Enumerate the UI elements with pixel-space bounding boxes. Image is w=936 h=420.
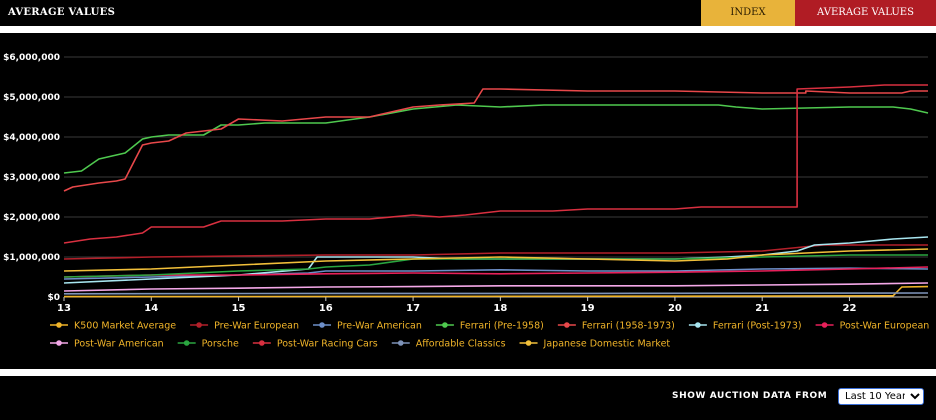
- legend-label[interactable]: Post-War Racing Cars: [277, 339, 378, 350]
- legend-label[interactable]: K500 Market Average: [74, 321, 176, 332]
- y-tick-label: $5,000,000: [3, 93, 60, 103]
- legend-swatch-dot: [319, 322, 325, 328]
- x-tick-label: 18: [493, 303, 507, 314]
- x-tick-label: 15: [232, 303, 246, 314]
- legend-label[interactable]: Porsche: [202, 339, 239, 350]
- series-line[interactable]: [63, 104, 929, 174]
- x-tick-label: 17: [406, 303, 420, 314]
- y-tick-label: $0: [47, 293, 60, 303]
- legend-label[interactable]: Pre-War American: [337, 321, 422, 332]
- page-title: AVERAGE VALUES: [8, 7, 116, 18]
- series-line[interactable]: [63, 84, 928, 244]
- header-bar: AVERAGE VALUES INDEX AVERAGE VALUES: [0, 0, 936, 26]
- legend-swatch-dot: [821, 322, 828, 328]
- legend-label[interactable]: Post-War American: [74, 339, 164, 350]
- legend-swatch-dot: [564, 322, 570, 328]
- x-tick-label: 22: [842, 303, 856, 314]
- auction-range-select[interactable]: Last 10 Years: [838, 388, 924, 405]
- legend-swatch-dot: [525, 340, 532, 346]
- tab-index[interactable]: INDEX: [701, 0, 795, 26]
- legend-swatch-dot: [259, 340, 265, 346]
- legend-label[interactable]: Japanese Domestic Market: [543, 339, 671, 350]
- legend-label[interactable]: Ferrari (Post-1973): [713, 321, 802, 332]
- legend-swatch-dot: [442, 322, 448, 328]
- series-line[interactable]: [63, 248, 929, 272]
- series-line[interactable]: [63, 244, 928, 260]
- legend-swatch-dot: [183, 340, 190, 346]
- chart-panel: $0 $1,000,000 $2,000,000 $3,000,000 $4,000,0…: [0, 33, 936, 369]
- footer-bar: SHOW AUCTION DATA FROM Last 10 Years: [0, 376, 936, 420]
- legend-swatch-dot: [196, 322, 202, 328]
- y-tick-label: $6,000,000: [3, 53, 60, 63]
- legend-swatch-dot: [56, 322, 62, 328]
- x-tick-label: 16: [319, 303, 333, 314]
- legend-label[interactable]: Pre-War European: [214, 321, 299, 332]
- tab-average-values[interactable]: AVERAGE VALUES: [795, 0, 936, 26]
- auction-range-label: SHOW AUCTION DATA FROM: [672, 391, 828, 401]
- x-tick-label: 14: [144, 303, 158, 314]
- line-chart: $0 $1,000,000 $2,000,000 $3,000,000 $4,000,0…: [3, 53, 930, 350]
- legend-label[interactable]: Ferrari (1958-1973): [582, 321, 675, 332]
- x-tick-label: 13: [57, 303, 71, 314]
- y-tick-label: $4,000,000: [3, 133, 60, 143]
- series-line[interactable]: [63, 282, 929, 292]
- y-tick-label: $3,000,000: [3, 173, 60, 183]
- legend-label[interactable]: Post-War European: [840, 321, 930, 332]
- legend-swatch-dot: [56, 340, 62, 346]
- legend-label[interactable]: Ferrari (Pre-1958): [460, 321, 544, 332]
- legend-swatch-dot: [695, 322, 701, 328]
- series-line[interactable]: [63, 88, 928, 192]
- y-tick-label: $1,000,000: [3, 253, 60, 263]
- y-tick-label: $2,000,000: [3, 213, 60, 223]
- x-tick-label: 21: [755, 303, 769, 314]
- series-line[interactable]: [63, 285, 929, 298]
- x-tick-label: 19: [581, 303, 595, 314]
- series-line[interactable]: [63, 292, 929, 295]
- legend-label[interactable]: Affordable Classics: [416, 339, 506, 350]
- x-tick-label: 20: [668, 303, 682, 314]
- legend-swatch-dot: [397, 340, 404, 346]
- series-line[interactable]: [63, 266, 929, 278]
